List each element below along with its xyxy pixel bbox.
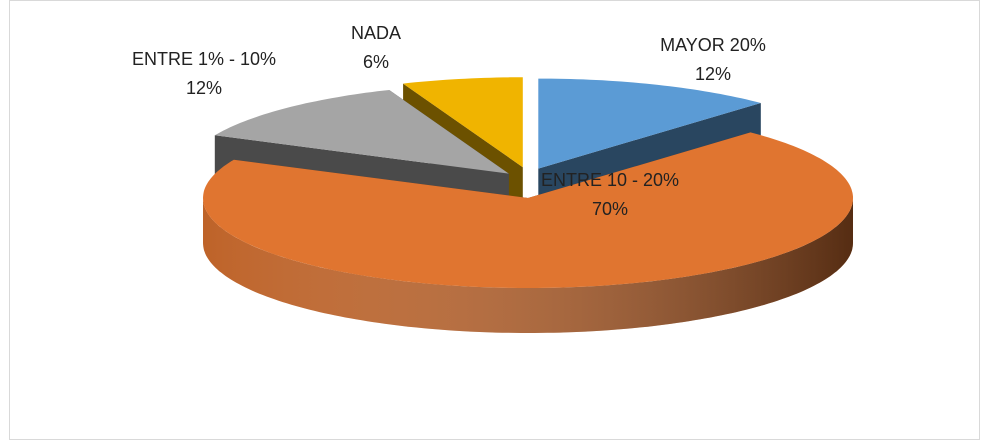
slice-top — [538, 78, 761, 169]
data-label-category: MAYOR 20% — [660, 35, 766, 55]
slice-top — [214, 90, 509, 174]
data-label-value: 6% — [363, 52, 389, 72]
chart-frame — [9, 0, 980, 440]
slice-top — [203, 132, 853, 288]
data-label-category: ENTRE 10 - 20% — [541, 170, 679, 190]
slice — [203, 132, 853, 333]
data-label-category: ENTRE 1% - 10% — [132, 49, 276, 69]
slice-top — [403, 77, 523, 168]
data-label-value: 70% — [592, 199, 628, 219]
data-label-value: 12% — [186, 78, 222, 98]
data-label-value: 12% — [695, 64, 731, 84]
data-label-category: NADA — [351, 23, 401, 43]
slice-wall-shade — [203, 198, 853, 333]
